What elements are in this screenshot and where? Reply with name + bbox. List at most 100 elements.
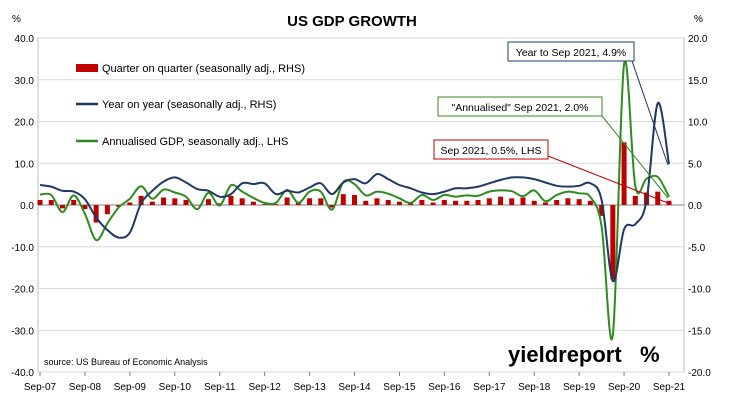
qoq-bar — [352, 194, 357, 205]
qoq-bar — [262, 204, 268, 205]
left-tick-label: 30.0 — [15, 76, 35, 87]
right-tick-label: -10.0 — [688, 285, 711, 296]
x-tick-label: Sep-20 — [608, 382, 641, 393]
qoq-bar — [531, 200, 537, 205]
right-tick-label: -20.0 — [688, 368, 711, 379]
annotation-qoq: Sep 2021, 0.5%, LHS — [433, 139, 669, 204]
qoq-bar — [396, 201, 402, 205]
qoq-bar — [307, 198, 313, 205]
qoq-bar — [194, 205, 200, 206]
right-tick-label: -5.0 — [688, 243, 706, 254]
qoq-bar — [374, 198, 380, 205]
annotation-annualised-leader — [601, 115, 669, 199]
source-note: source: US Bureau of Economic Analysis — [44, 357, 208, 367]
yoy-line — [39, 102, 670, 283]
qoq-bar — [138, 195, 144, 205]
left-y-axis: 40.0 30.0 20.0 10.0 0.0 -10.0 -20.0 -30.0 -40.0 — [11, 34, 34, 379]
qoq-bar — [408, 203, 414, 205]
left-tick-label: 0.0 — [20, 201, 34, 212]
right-tick-label: 20.0 — [688, 34, 708, 45]
qoq-bar — [284, 197, 290, 205]
qoq-bar — [453, 200, 459, 205]
right-tick-label: 5.0 — [688, 159, 702, 170]
qoq-bar — [509, 198, 515, 205]
left-tick-label: -30.0 — [11, 326, 34, 337]
qoq-bar — [250, 201, 256, 205]
x-tick-label: Sep-14 — [338, 382, 371, 393]
qoq-bar — [655, 191, 661, 205]
qoq-bar — [82, 205, 88, 210]
qoq-bar — [273, 204, 279, 205]
logo-percent-icon: % — [640, 342, 660, 367]
annualised-gdp-line — [39, 59, 670, 341]
qoq-bar — [48, 199, 54, 205]
line-series — [39, 59, 670, 341]
annotation-yoy-text: Year to Sep 2021, 4.9% — [516, 47, 627, 59]
x-tick-label: Sep-07 — [24, 382, 57, 393]
qoq-bar — [486, 198, 492, 205]
qoq-bar — [441, 199, 447, 205]
annotation-annualised: "Annualised" Sep 2021, 2.0% — [437, 96, 669, 199]
qoq-bar — [183, 199, 189, 205]
x-tick-label: Sep-18 — [518, 382, 551, 393]
qoq-bar — [430, 202, 436, 205]
qoq-bar — [363, 200, 369, 205]
qoq-bar — [554, 199, 560, 205]
right-tick-label: 10.0 — [688, 118, 708, 129]
qoq-bar — [239, 198, 245, 205]
qoq-bar — [565, 198, 571, 205]
x-tick-label: Sep-11 — [204, 382, 236, 393]
legend-swatch-qoq — [76, 64, 98, 72]
qoq-bar — [37, 199, 43, 205]
x-tick-label: Sep-21 — [653, 382, 686, 393]
qoq-bar — [149, 201, 155, 205]
x-tick-label: Sep-08 — [69, 382, 102, 393]
annotation-yoy-box — [507, 41, 635, 62]
qoq-bar — [329, 205, 335, 208]
qoq-bar — [419, 199, 425, 205]
qoq-bar — [666, 200, 672, 205]
qoq-bar — [587, 200, 593, 205]
legend-label-yoy: Year on year (seasonally adj., RHS) — [102, 99, 276, 111]
legend-label-qoq: Quarter on quarter (seasonally adj., RHS… — [102, 63, 305, 75]
x-tick-label: Sep-13 — [293, 382, 326, 393]
qoq-bar — [542, 202, 548, 205]
x-tick-label: Sep-12 — [249, 382, 282, 393]
annotation-annualised-box — [437, 96, 603, 117]
legend-label-annualised: Annualised GDP, seasonally adj., LHS — [102, 136, 288, 148]
x-tick-label: Sep-19 — [563, 382, 596, 393]
qoq-bar — [228, 195, 234, 205]
x-tick-label: Sep-09 — [114, 382, 147, 393]
right-tick-label: 15.0 — [688, 76, 708, 87]
qoq-bar — [576, 199, 582, 205]
qoq-bar — [610, 205, 616, 280]
qoq-bar — [172, 198, 178, 205]
logo-text: yieldreport — [508, 342, 622, 367]
x-tick-label: Sep-10 — [159, 382, 192, 393]
legend: Quarter on quarter (seasonally adj., RHS… — [76, 63, 305, 148]
left-axis-unit: % — [12, 14, 21, 25]
qoq-bar — [116, 205, 122, 207]
chart-title: US GDP GROWTH — [287, 13, 417, 30]
qoq-bar — [632, 195, 638, 205]
yieldreport-logo: yieldreport % — [508, 342, 660, 367]
qoq-bar — [205, 199, 211, 205]
annotation-qoq-leader — [547, 155, 669, 204]
qoq-bar — [385, 199, 391, 205]
left-tick-label: 40.0 — [15, 34, 35, 45]
right-axis-unit: % — [694, 14, 703, 25]
qoq-bar — [475, 199, 481, 205]
annotation-annualised-text: "Annualised" Sep 2021, 2.0% — [451, 102, 588, 114]
qoq-bar — [464, 200, 470, 205]
x-tick-label: Sep-17 — [473, 382, 506, 393]
left-tick-label: -10.0 — [11, 243, 34, 254]
qoq-bar — [498, 196, 504, 205]
qoq-bar — [59, 205, 65, 209]
right-tick-label: 0.0 — [688, 201, 702, 212]
right-tick-label: -15.0 — [688, 326, 711, 337]
qoq-bar — [161, 197, 167, 205]
annotation-yoy: Year to Sep 2021, 4.9% — [507, 41, 669, 166]
left-tick-label: 10.0 — [15, 159, 35, 170]
